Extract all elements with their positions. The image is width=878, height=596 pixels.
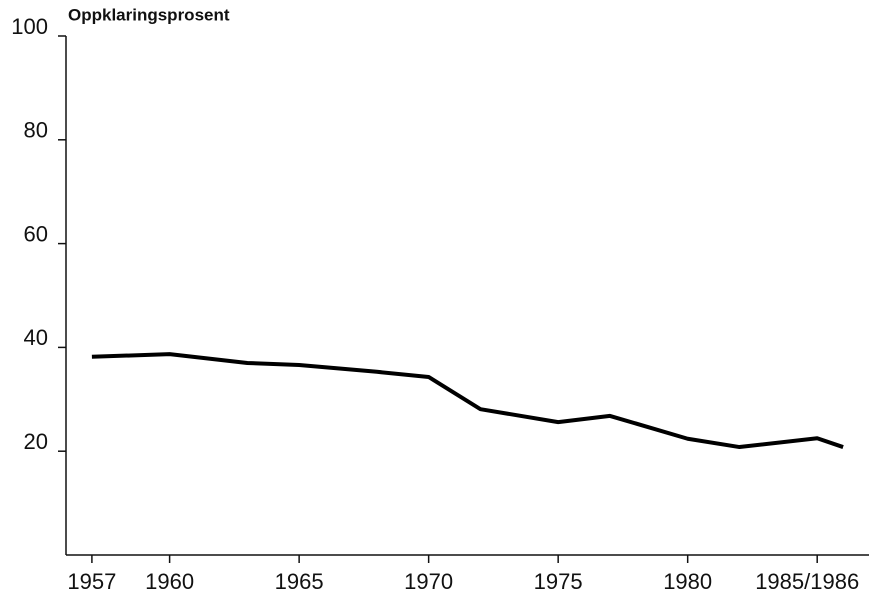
y-tick-label: 60 xyxy=(24,221,48,246)
y-axis-label: Oppklaringsprosent xyxy=(68,5,230,24)
y-tick-label: 80 xyxy=(24,118,48,143)
x-tick-label: 1985/1986 xyxy=(755,569,859,594)
x-tick-label: 1965 xyxy=(275,569,324,594)
x-tick-label: 1975 xyxy=(534,569,583,594)
x-tick-label: 1970 xyxy=(404,569,453,594)
y-tick-label: 100 xyxy=(11,14,48,39)
y-tick-label: 20 xyxy=(24,429,48,454)
x-tick-label: 1980 xyxy=(663,569,712,594)
line-series xyxy=(91,352,844,450)
x-tick-label: 1960 xyxy=(145,569,194,594)
y-tick-label: 40 xyxy=(24,325,48,350)
x-tick-label: 1957 xyxy=(67,569,116,594)
